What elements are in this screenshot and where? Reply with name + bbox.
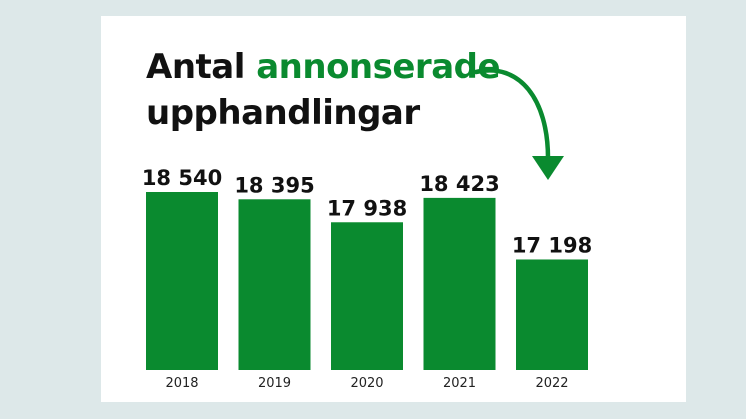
bars-group <box>146 192 588 370</box>
x-tick-label-2022: 2022 <box>535 376 568 391</box>
x-tick-label-2019: 2019 <box>258 376 291 391</box>
bar-value-label-2018: 18 540 <box>142 166 222 190</box>
bar-2022 <box>516 259 588 370</box>
x-tick-labels-group: 2018 2019 2020 2021 2022 <box>165 376 568 391</box>
bar-value-label-2021: 18 423 <box>419 172 499 196</box>
x-tick-label-2018: 2018 <box>165 376 198 391</box>
title-word-annonserade: annonserade <box>256 47 501 87</box>
bar-2021 <box>423 197 496 370</box>
title-word-antal: Antal <box>146 47 245 87</box>
value-labels-group: 18 540 18 395 17 938 18 423 17 198 <box>142 166 592 257</box>
x-tick-label-2020: 2020 <box>350 376 383 391</box>
bar-value-label-2019: 18 395 <box>234 173 314 197</box>
bar-2019 <box>238 199 311 370</box>
curved-arrow-icon <box>473 68 564 180</box>
chart-title: Antal annonserade upphandlingar <box>146 44 501 136</box>
x-tick-label-2021: 2021 <box>443 376 476 391</box>
bar-value-label-2022: 17 198 <box>512 233 592 257</box>
bar-2020 <box>331 222 403 370</box>
bar-value-label-2020: 17 938 <box>327 196 407 220</box>
title-word-upphandlingar: upphandlingar <box>146 93 420 133</box>
bar-2018 <box>146 192 218 370</box>
